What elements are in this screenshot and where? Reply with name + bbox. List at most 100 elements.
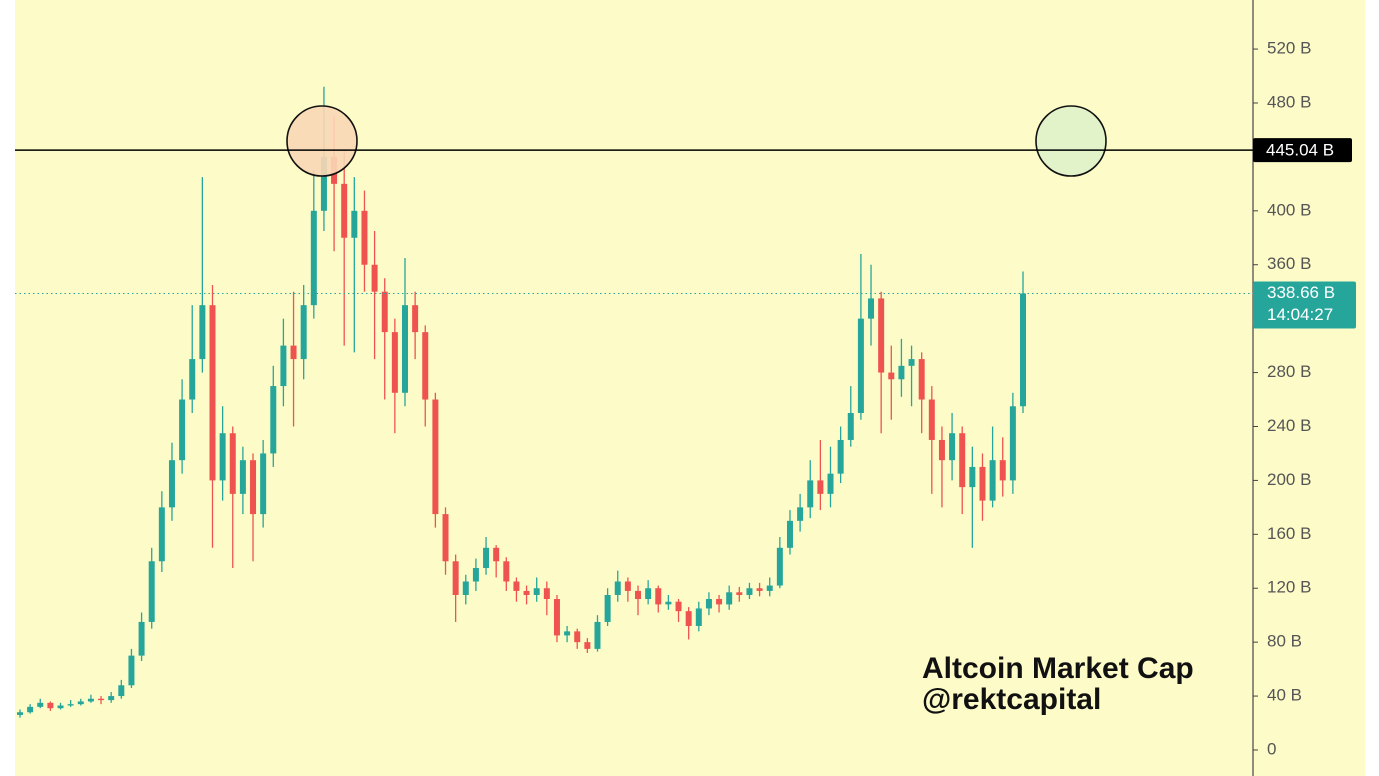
target-circle <box>1035 105 1107 177</box>
candle-body <box>604 594 611 622</box>
candle-body <box>17 712 23 715</box>
candle-body <box>199 305 206 360</box>
last-price-box <box>1253 281 1356 329</box>
candle-body <box>817 480 824 494</box>
candle-body <box>67 704 74 706</box>
candle-body <box>705 599 712 609</box>
candle-body <box>908 359 915 366</box>
candle-body <box>624 581 631 591</box>
y-tick-label: 0 <box>1267 739 1276 758</box>
candle-body <box>179 399 186 461</box>
candle-body <box>391 332 398 393</box>
candle-body <box>361 210 368 265</box>
candle-body <box>949 433 956 461</box>
y-tick-label: 520 B <box>1267 39 1311 58</box>
candle-body <box>756 588 763 591</box>
candle-body <box>239 460 246 494</box>
candle-body <box>553 599 560 636</box>
y-tick-label: 360 B <box>1267 254 1311 273</box>
candle-body <box>432 399 439 515</box>
candle-body <box>1009 406 1016 481</box>
candle-body <box>300 305 307 360</box>
candle-body <box>878 298 885 373</box>
candle-body <box>969 466 976 488</box>
candle-body <box>928 399 935 440</box>
candle-body <box>959 433 966 488</box>
chart-subtitle: @rektcapital <box>922 683 1101 716</box>
candle-body <box>746 588 753 595</box>
candle-body <box>148 561 155 622</box>
candle-body <box>523 590 530 595</box>
candle-body <box>483 547 490 569</box>
candle-body <box>37 702 44 707</box>
y-tick-label: 80 B <box>1267 632 1302 651</box>
candle-body <box>989 460 996 501</box>
candle-body <box>999 460 1006 481</box>
candle-body <box>614 581 621 595</box>
candle-body <box>462 581 469 595</box>
candle-body <box>219 433 226 481</box>
candle-body <box>98 698 105 701</box>
candle-body <box>766 585 773 591</box>
plot-background <box>15 0 1365 776</box>
candle-body <box>371 264 378 292</box>
candle-body <box>776 547 783 586</box>
y-tick-label: 120 B <box>1267 578 1311 597</box>
candle-body <box>513 581 520 591</box>
candle-body <box>158 507 165 562</box>
candle-body <box>493 547 500 562</box>
candle-body <box>594 621 601 649</box>
candle-body <box>128 655 135 686</box>
candle-body <box>108 696 115 701</box>
candle-body <box>645 588 652 600</box>
candle-body <box>847 413 854 440</box>
candle-body <box>918 359 925 400</box>
candle-body <box>736 592 743 595</box>
candle-body <box>675 601 682 612</box>
candle-body <box>168 460 175 508</box>
candle-body <box>726 592 733 605</box>
candle-body <box>857 318 864 414</box>
candle-body <box>716 599 723 605</box>
candle-body <box>898 365 905 380</box>
candle-body <box>229 433 236 494</box>
level-label: 445.04 B <box>1266 141 1334 160</box>
candle-body <box>209 305 216 481</box>
y-tick-label: 200 B <box>1267 470 1311 489</box>
candle-body <box>685 611 692 626</box>
candle-body <box>27 706 34 713</box>
y-tick-label: 480 B <box>1267 92 1311 111</box>
candle-body <box>118 685 125 697</box>
candle-body <box>938 439 945 461</box>
candle-body <box>270 386 277 454</box>
candle-body <box>310 210 317 306</box>
chart-title: Altcoin Market Cap <box>922 652 1194 685</box>
candle-body <box>280 345 287 387</box>
candle-body <box>452 561 459 595</box>
candle-body <box>47 702 54 709</box>
candle-body <box>412 305 419 333</box>
candle-body <box>827 473 834 494</box>
candle-body <box>260 453 267 515</box>
y-tick-label: 240 B <box>1267 416 1311 435</box>
candle-body <box>320 156 327 211</box>
candles <box>17 86 1026 718</box>
candle-body <box>979 466 986 501</box>
candle-body <box>77 701 84 705</box>
y-tick-label: 40 B <box>1267 686 1302 705</box>
candle-body <box>786 520 793 548</box>
highlight-circle <box>286 105 358 177</box>
level-label-box <box>1253 138 1352 163</box>
candle-body <box>533 588 540 595</box>
countdown-label: 14:04:27 <box>1267 305 1333 324</box>
candle-body <box>138 621 145 656</box>
candle-body <box>422 332 429 400</box>
candle-body <box>250 460 257 515</box>
candle-body <box>401 305 408 393</box>
candle-body <box>797 507 804 521</box>
last-price-label: 338.66 B <box>1267 283 1335 302</box>
candle-body <box>290 345 297 360</box>
candle-body <box>351 210 358 238</box>
